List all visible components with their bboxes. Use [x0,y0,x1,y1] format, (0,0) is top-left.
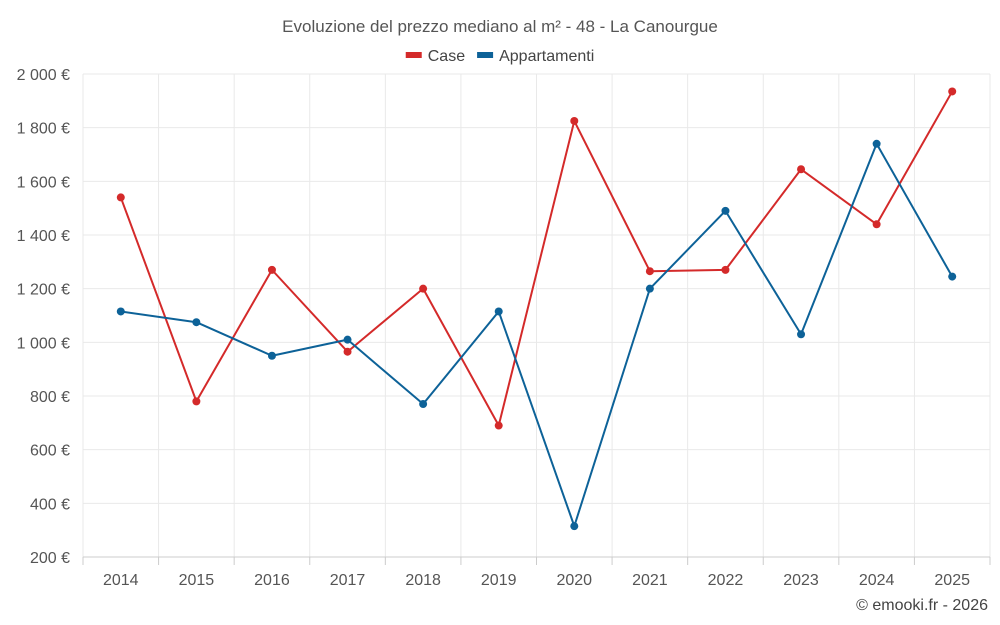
y-tick-label: 1 400 € [17,228,70,245]
series-line-case [119,90,954,427]
data-point-case[interactable] [419,284,428,293]
x-tick-label: 2024 [859,572,895,589]
x-tick-label: 2022 [708,572,744,589]
x-tick-label: 2016 [254,572,290,589]
x-tick-label: 2025 [934,572,970,589]
x-tick-label: 2020 [556,572,592,589]
legend-label: Appartamenti [499,48,594,65]
legend-swatch [405,52,422,58]
data-point-case[interactable] [721,265,730,274]
data-point-appartamenti[interactable] [494,307,503,316]
data-point-case[interactable] [116,193,125,202]
data-point-case[interactable] [267,265,276,274]
data-point-appartamenti[interactable] [948,272,957,281]
data-point-appartamenti[interactable] [797,330,806,339]
series-appartamenti [116,139,957,531]
x-tick-label: 2017 [330,572,366,589]
legend-item-case[interactable]: Case [405,48,465,65]
series-line-appartamenti [120,142,954,528]
y-tick-label: 1 000 € [17,335,70,352]
x-tick-label: 2021 [632,572,668,589]
data-point-case[interactable] [797,165,806,174]
series-layer [116,87,957,531]
x-tick-label: 2015 [179,572,215,589]
x-axis-ticks: 2014 2015 2016 2017 2018 2019 2020 2021 2022 2023… [82,557,991,589]
data-point-appartamenti[interactable] [419,400,428,409]
data-point-appartamenti[interactable] [570,522,579,531]
y-tick-label: 400 € [30,496,70,513]
data-point-appartamenti[interactable] [721,206,730,215]
grid-vertical [82,74,991,557]
y-tick-label: 1 800 € [17,121,70,138]
data-point-appartamenti[interactable] [116,307,125,316]
data-point-appartamenti[interactable] [192,318,201,327]
chart-title: Evoluzione del prezzo mediano al m² - 48… [282,17,718,36]
legend: Case Appartamenti [405,48,594,65]
data-point-case[interactable] [872,220,881,229]
data-point-case[interactable] [343,347,352,356]
y-axis-ticks: 200 € 400 € 600 € 800 € 1 000 € 1 200 € 1 400 … [17,67,70,567]
credit-text: © emooki.fr - 2026 [856,597,988,614]
y-tick-label: 1 600 € [17,174,70,191]
data-point-appartamenti[interactable] [872,139,881,148]
x-tick-label: 2023 [783,572,819,589]
x-tick-label: 2014 [103,572,139,589]
series-case [116,87,957,430]
data-point-appartamenti[interactable] [645,284,654,293]
grid-horizontal [83,73,990,504]
y-tick-label: 600 € [30,443,70,460]
data-point-case[interactable] [570,116,579,125]
data-point-appartamenti[interactable] [267,351,276,360]
data-point-case[interactable] [494,421,503,430]
y-tick-label: 2 000 € [17,67,70,84]
y-tick-label: 800 € [30,389,70,406]
data-point-case[interactable] [948,87,957,96]
legend-swatch [477,52,494,58]
data-point-appartamenti[interactable] [343,335,352,344]
legend-label: Case [428,48,465,65]
y-tick-label: 200 € [30,550,70,567]
x-tick-label: 2018 [405,572,441,589]
x-tick-label: 2019 [481,572,517,589]
y-tick-label: 1 200 € [17,282,70,299]
legend-item-appartamenti[interactable]: Appartamenti [477,48,594,65]
data-point-case[interactable] [645,267,654,276]
data-point-case[interactable] [192,397,201,406]
